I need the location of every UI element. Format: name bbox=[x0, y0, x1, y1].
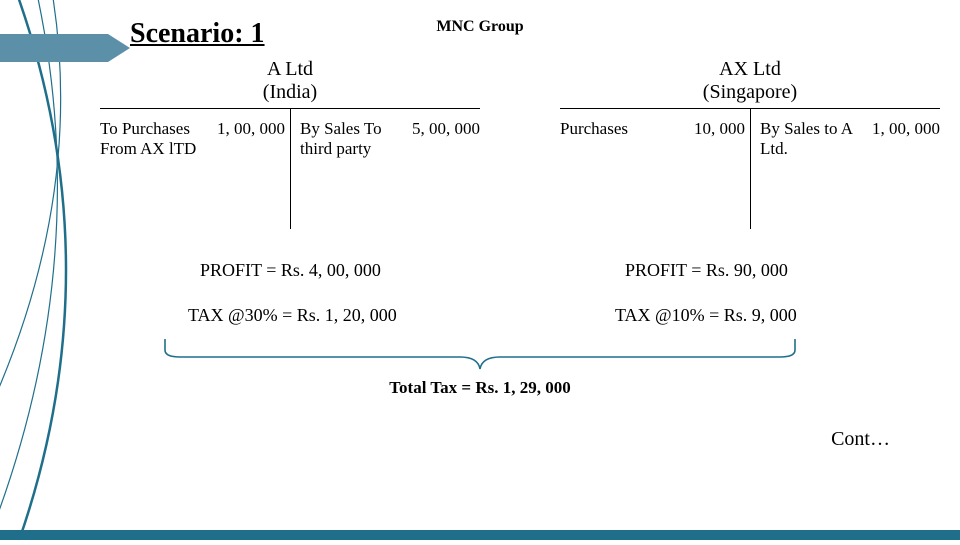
profit-left: PROFIT = Rs. 4, 00, 000 bbox=[200, 260, 381, 281]
right-debit-amt: 10, 000 bbox=[675, 119, 745, 139]
t-account-left: To Purchases From AX lTD 1, 00, 000 By S… bbox=[100, 109, 480, 229]
profit-right: PROFIT = Rs. 90, 000 bbox=[625, 260, 788, 281]
entity-name-right-line2: (Singapore) bbox=[703, 81, 797, 103]
summary-brace-icon bbox=[160, 335, 800, 371]
left-debit-amt: 1, 00, 000 bbox=[215, 119, 285, 139]
right-credit-desc: By Sales to A Ltd. bbox=[760, 119, 860, 160]
t-account-divider-right bbox=[750, 109, 751, 229]
t-account-divider-left bbox=[290, 109, 291, 229]
cont-label: Cont… bbox=[831, 428, 890, 451]
right-debit-desc: Purchases bbox=[560, 119, 675, 139]
left-credit-amt: 5, 00, 000 bbox=[400, 119, 480, 139]
group-label: MNC Group bbox=[0, 18, 960, 36]
entity-name-right-line1: AX Ltd bbox=[719, 58, 781, 80]
tax-right: TAX @10% = Rs. 9, 000 bbox=[615, 305, 797, 326]
left-credit-desc: By Sales To third party bbox=[300, 119, 400, 160]
entity-ax-ltd: AX Ltd (Singapore) Purchases 10, 000 By … bbox=[560, 58, 940, 229]
total-tax: Total Tax = Rs. 1, 29, 000 bbox=[0, 378, 960, 398]
entity-name-left: A Ltd (India) bbox=[100, 58, 480, 104]
right-credit-amt: 1, 00, 000 bbox=[860, 119, 940, 139]
entity-a-ltd: A Ltd (India) To Purchases From AX lTD 1… bbox=[100, 58, 480, 229]
tax-left: TAX @30% = Rs. 1, 20, 000 bbox=[188, 305, 397, 326]
entity-name-left-line2: (India) bbox=[263, 81, 317, 103]
left-debit-desc: To Purchases From AX lTD bbox=[100, 119, 215, 160]
entity-name-right: AX Ltd (Singapore) bbox=[560, 58, 940, 104]
t-account-right: Purchases 10, 000 By Sales to A Ltd. 1, … bbox=[560, 109, 940, 229]
bottom-accent-bar bbox=[0, 530, 960, 540]
entity-name-left-line1: A Ltd bbox=[267, 58, 313, 80]
